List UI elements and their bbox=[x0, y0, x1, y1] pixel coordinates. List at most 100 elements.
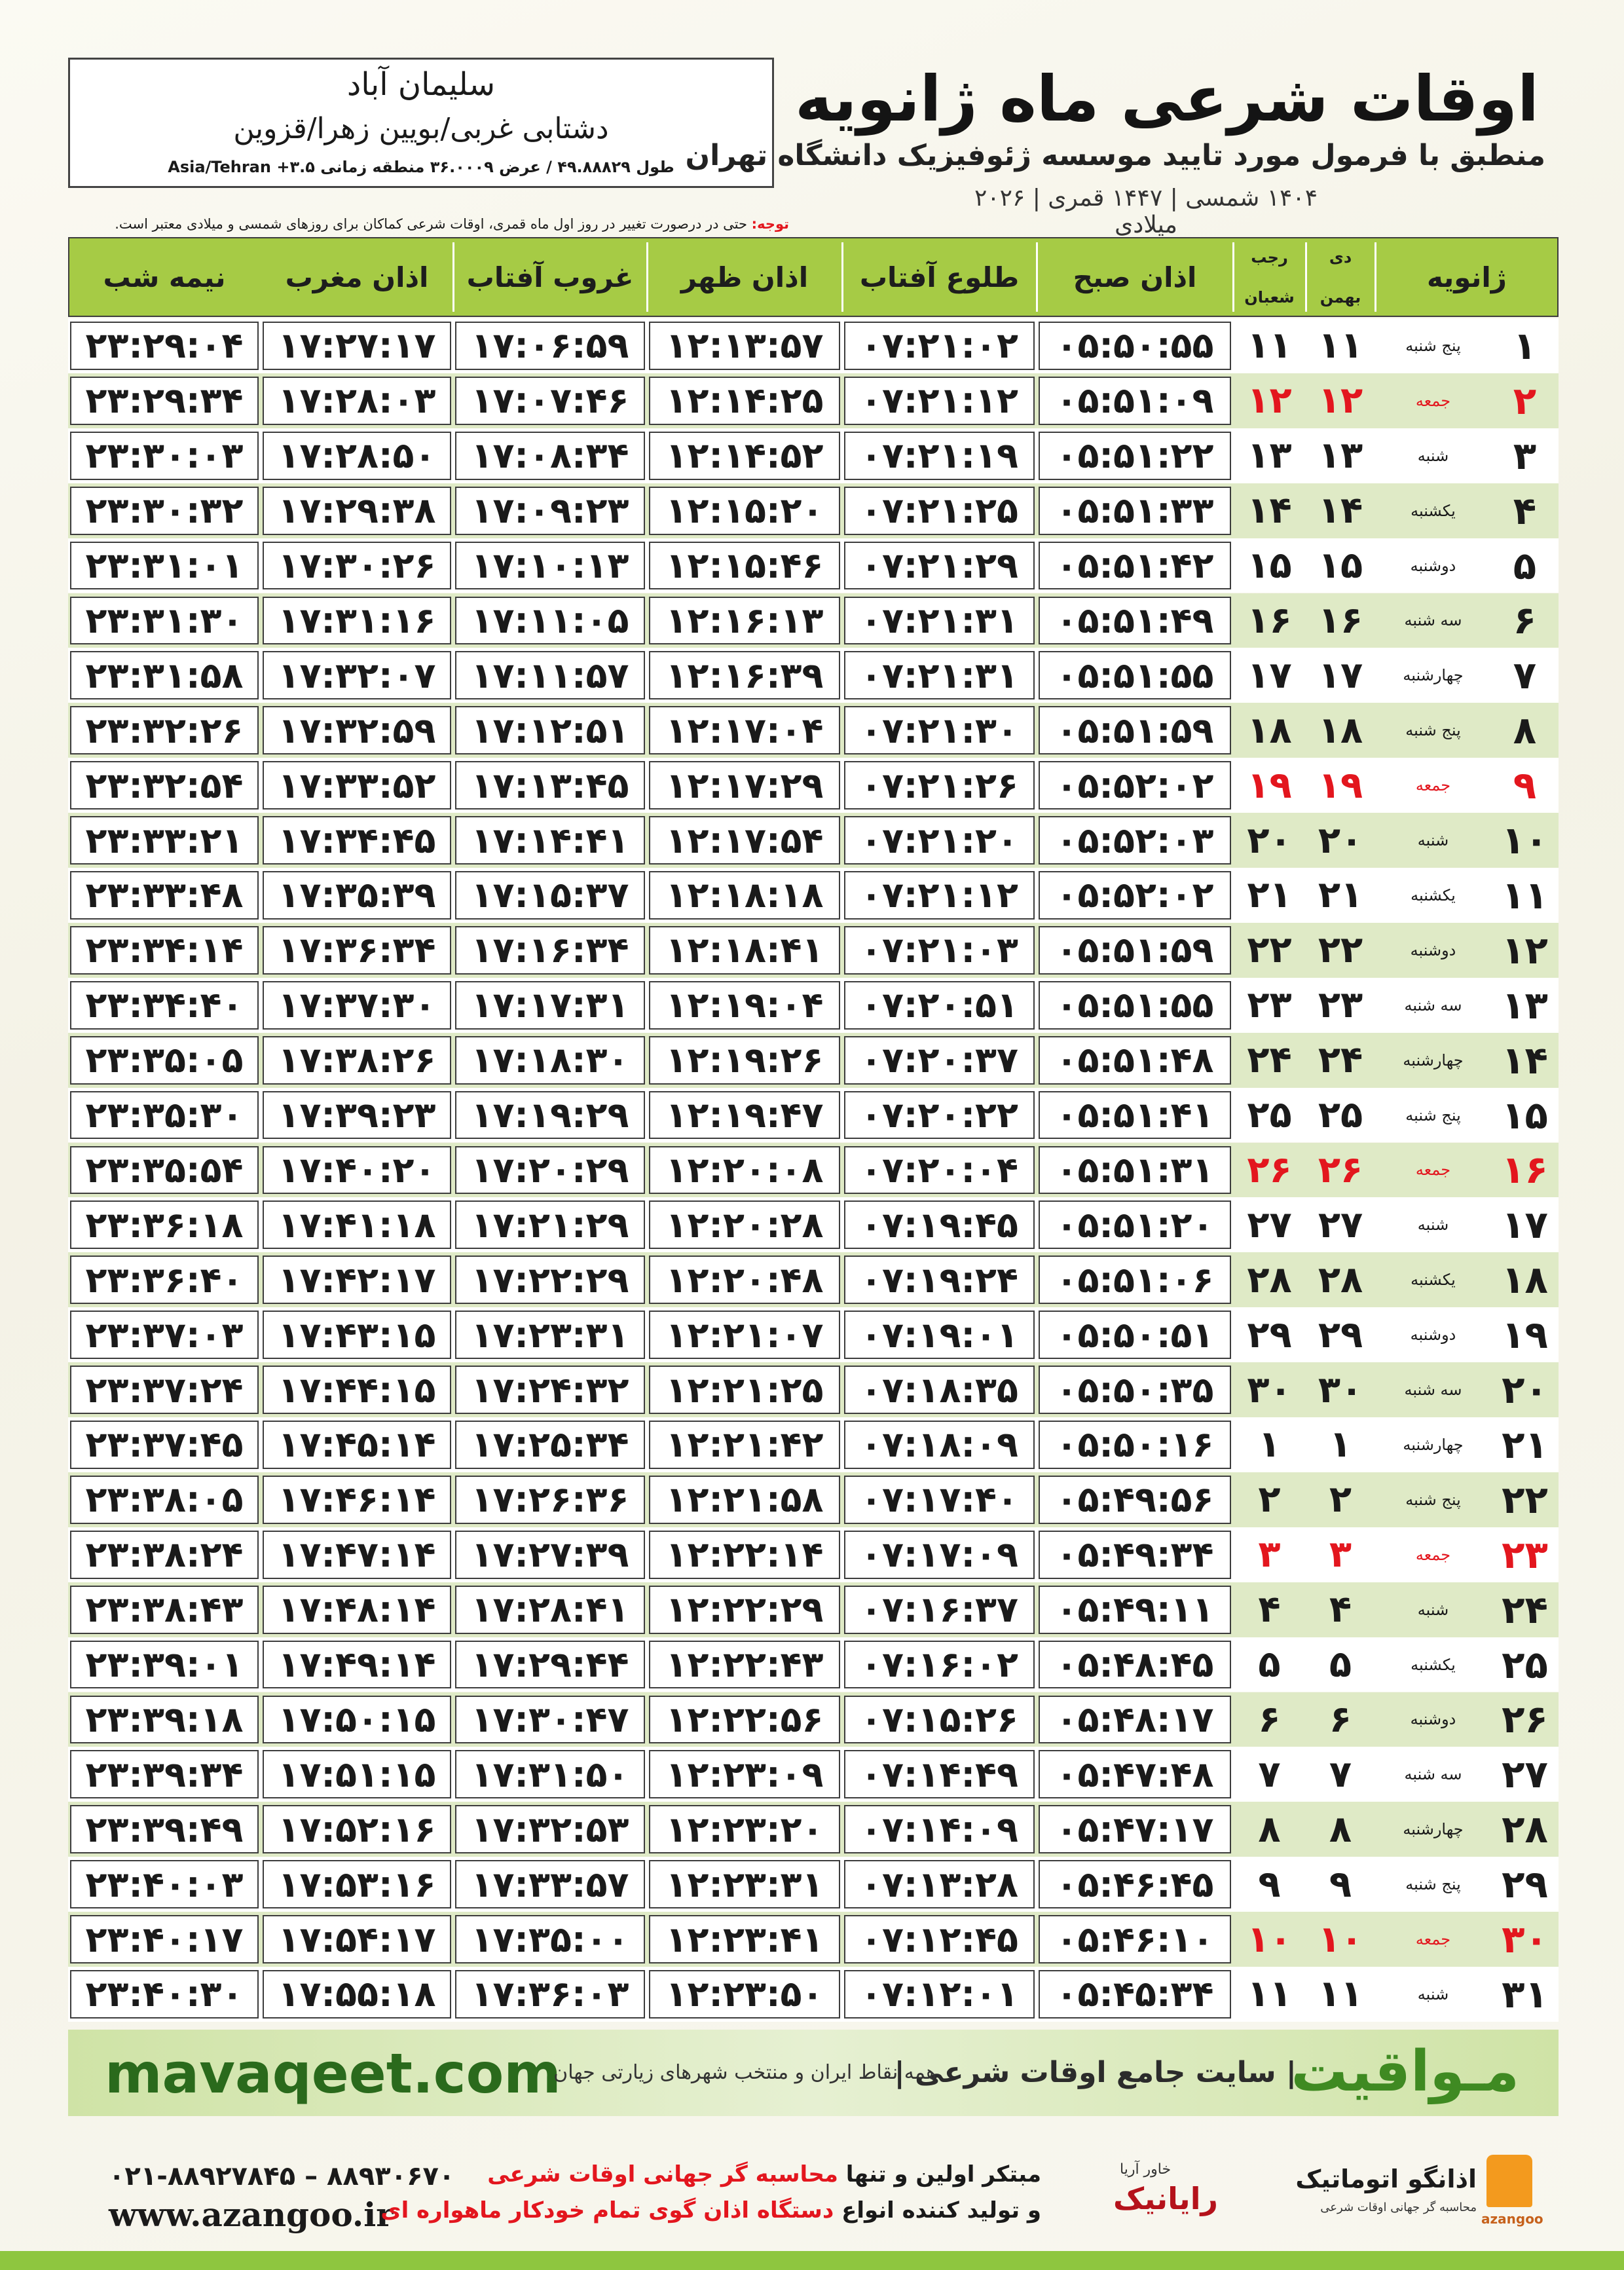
prayer-time: ۰۷:۱۵:۲۶ bbox=[844, 1695, 1035, 1744]
month-day: ۲۲ bbox=[1318, 929, 1363, 972]
weekday: چهارشنبه bbox=[1403, 666, 1464, 685]
day-number: ۴ bbox=[1513, 488, 1537, 533]
header-cell: اذان ظهر bbox=[680, 261, 809, 293]
weekday: شنبه bbox=[1417, 1984, 1449, 2003]
month-day: ۱۷ bbox=[1247, 654, 1292, 697]
prayer-time: ۰۵:۵۱:۴۹ bbox=[1039, 596, 1231, 645]
weekday: جمعه bbox=[1415, 391, 1451, 410]
weekday: جمعه bbox=[1415, 776, 1451, 795]
prayer-time: ۱۲:۲۰:۲۸ bbox=[649, 1200, 840, 1250]
day-number: ۱۹ bbox=[1502, 1312, 1548, 1358]
header-cell: بهمن bbox=[1320, 288, 1361, 307]
day-number: ۱۱ bbox=[1502, 872, 1548, 918]
header-cell: غروب آفتاب bbox=[466, 261, 634, 293]
month-day: ۵ bbox=[1329, 1643, 1352, 1686]
weekday: پنج شنبه bbox=[1405, 721, 1461, 740]
note-text: حتی در درصورت تغییر در روز اول ماه قمری،… bbox=[115, 216, 747, 232]
header-divider bbox=[1375, 242, 1376, 312]
prayer-time: ۰۵:۴۹:۵۶ bbox=[1039, 1475, 1231, 1524]
prayer-time: ۱۷:۴۸:۱۴ bbox=[263, 1585, 451, 1634]
location-name: سلیمان آباد bbox=[346, 66, 496, 103]
prayer-time: ۱۷:۴۰:۲۰ bbox=[263, 1145, 451, 1195]
month-day: ۱۰ bbox=[1247, 1918, 1292, 1961]
prayer-time: ۰۷:۱۷:۴۰ bbox=[844, 1475, 1035, 1524]
prayer-time: ۱۷:۴۶:۱۴ bbox=[263, 1475, 451, 1524]
prayer-time: ۱۲:۲۲:۵۶ bbox=[649, 1695, 840, 1744]
logo-azangoo-en: azangoo bbox=[1481, 2211, 1543, 2227]
prayer-time: ۰۷:۲۱:۳۱ bbox=[844, 651, 1035, 700]
prayer-time: ۲۳:۳۲:۵۴ bbox=[70, 761, 259, 810]
month-day: ۷ bbox=[1329, 1753, 1352, 1796]
prayer-time: ۲۳:۲۹:۰۴ bbox=[70, 322, 259, 370]
coordinates: طول ۴۹.۸۸۸۲۹ / عرض ۳۶.۰۰۰۹ منطقه زمانی ۳… bbox=[168, 158, 674, 176]
prayer-time: ۱۷:۲۵:۳۴ bbox=[455, 1421, 645, 1469]
prayer-time: ۱۷:۱۹:۲۹ bbox=[455, 1090, 645, 1140]
day-number: ۲۷ bbox=[1502, 1752, 1548, 1797]
prayer-time: ۱۷:۳۷:۳۰ bbox=[263, 980, 451, 1030]
month-day: ۶ bbox=[1258, 1698, 1281, 1741]
month-day: ۳۰ bbox=[1247, 1368, 1292, 1411]
month-day: ۱۵ bbox=[1247, 544, 1292, 587]
prayer-time: ۲۳:۳۸:۰۵ bbox=[70, 1475, 259, 1524]
prayer-time: ۰۵:۵۰:۱۶ bbox=[1039, 1421, 1231, 1469]
prayer-time: ۰۷:۱۴:۴۹ bbox=[844, 1750, 1035, 1799]
logo-icon bbox=[1486, 2155, 1532, 2207]
weekday: سه شنبه bbox=[1404, 1765, 1462, 1784]
prayer-time: ۰۷:۱۹:۲۴ bbox=[844, 1256, 1035, 1305]
prayer-time: ۰۵:۴۷:۱۷ bbox=[1039, 1805, 1231, 1854]
prayer-time: ۰۷:۱۸:۰۹ bbox=[844, 1421, 1035, 1469]
prayer-time: ۱۲:۲۲:۴۳ bbox=[649, 1640, 840, 1689]
bottom-bar bbox=[0, 2251, 1624, 2270]
prayer-time: ۱۷:۲۴:۳۲ bbox=[455, 1366, 645, 1414]
month-day: ۱۳ bbox=[1247, 434, 1292, 477]
weekday: شنبه bbox=[1417, 446, 1449, 465]
location-region: دشتابی غربی/بویین زهرا/قزوین bbox=[233, 112, 609, 145]
month-day: ۳ bbox=[1329, 1533, 1352, 1576]
prayer-time: ۱۷:۵۴:۱۷ bbox=[263, 1915, 451, 1963]
prayer-time: ۰۷:۲۱:۱۹ bbox=[844, 431, 1035, 480]
prayer-time: ۲۳:۳۲:۲۶ bbox=[70, 706, 259, 755]
header-divider bbox=[1232, 242, 1234, 312]
day-number: ۳ bbox=[1513, 433, 1537, 478]
prayer-time: ۱۲:۲۳:۲۰ bbox=[649, 1805, 840, 1854]
prayer-time: ۰۷:۲۱:۲۶ bbox=[844, 761, 1035, 810]
prayer-time: ۰۷:۱۶:۰۲ bbox=[844, 1640, 1035, 1689]
month-day: ۲۲ bbox=[1247, 929, 1292, 972]
prayer-time: ۰۷:۲۰:۰۴ bbox=[844, 1145, 1035, 1195]
weekday: چهارشنبه bbox=[1403, 1820, 1464, 1839]
day-number: ۲۶ bbox=[1502, 1697, 1548, 1742]
prayer-time: ۲۳:۴۰:۰۳ bbox=[70, 1860, 259, 1909]
prayer-table: ژانویه دی بهمن رجب شعبان اذان صبح طلوع آفتاب اذ… bbox=[68, 237, 1559, 2019]
logo-rayanik-sub: خاور آریا bbox=[1120, 2161, 1172, 2178]
prayer-time: ۰۷:۲۱:۰۲ bbox=[844, 322, 1035, 370]
month-day: ۲۸ bbox=[1247, 1258, 1292, 1301]
prayer-time: ۰۵:۵۱:۲۰ bbox=[1039, 1200, 1231, 1250]
prayer-time: ۱۲:۲۳:۳۱ bbox=[649, 1860, 840, 1909]
prayer-time: ۰۷:۱۴:۰۹ bbox=[844, 1805, 1035, 1854]
prayer-time: ۰۷:۲۱:۰۳ bbox=[844, 925, 1035, 975]
prayer-time: ۰۷:۲۰:۲۲ bbox=[844, 1090, 1035, 1140]
day-number: ۷ bbox=[1513, 653, 1537, 698]
month-day: ۲ bbox=[1258, 1478, 1281, 1521]
prayer-time: ۲۳:۳۷:۴۵ bbox=[70, 1421, 259, 1469]
weekday: دوشنبه bbox=[1410, 1326, 1456, 1345]
prayer-time: ۲۳:۳۱:۰۱ bbox=[70, 541, 259, 590]
prayer-time: ۱۷:۲۲:۲۹ bbox=[455, 1256, 645, 1305]
prayer-time: ۱۷:۱۸:۳۰ bbox=[455, 1035, 645, 1085]
prayer-time: ۱۷:۲۳:۳۱ bbox=[455, 1311, 645, 1360]
prayer-time: ۰۷:۲۱:۲۰ bbox=[844, 816, 1035, 865]
header-cell: اذان صبح bbox=[1073, 261, 1197, 293]
month-day: ۲۴ bbox=[1318, 1039, 1363, 1082]
weekday: یکشنبه bbox=[1411, 501, 1456, 520]
prayer-time: ۱۲:۲۰:۰۸ bbox=[649, 1145, 840, 1195]
prayer-time: ۱۷:۲۷:۳۹ bbox=[455, 1530, 645, 1579]
prayer-time: ۱۷:۱۲:۵۱ bbox=[455, 706, 645, 755]
day-number: ۲۸ bbox=[1502, 1807, 1548, 1852]
prayer-time: ۱۷:۲۶:۳۶ bbox=[455, 1475, 645, 1524]
prayer-time: ۱۲:۱۳:۵۷ bbox=[649, 322, 840, 370]
prayer-time: ۱۲:۲۱:۲۵ bbox=[649, 1366, 840, 1414]
prayer-time: ۱۲:۱۷:۵۴ bbox=[649, 816, 840, 865]
weekday: دوشنبه bbox=[1410, 940, 1456, 959]
prayer-time: ۰۵:۴۶:۱۰ bbox=[1039, 1915, 1231, 1963]
logo-azangoo: اذانگو اتوماتیک bbox=[1295, 2165, 1477, 2193]
